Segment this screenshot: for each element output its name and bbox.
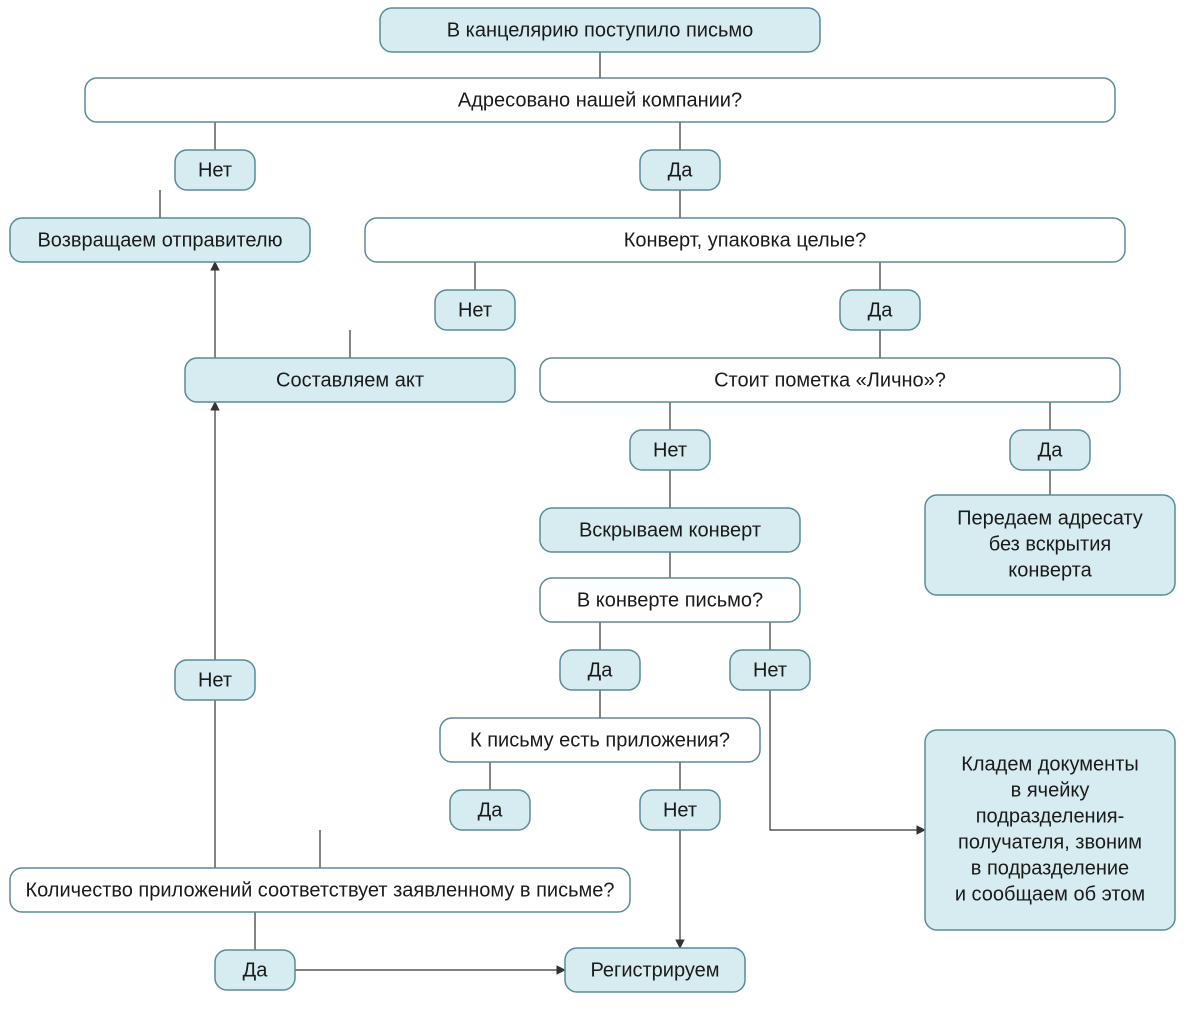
node-ans_yes3-label: Да xyxy=(1038,439,1064,461)
node-put_docs: Кладем документы в ячейку подразделения-по… xyxy=(925,730,1175,930)
node-make_act: Составляем акт xyxy=(185,358,515,402)
node-put_docs-line-2: подразделения- xyxy=(976,805,1125,827)
node-ans_no4: Нет xyxy=(730,650,810,690)
node-q_personal: Стоит пометка «Лично»? xyxy=(540,358,1120,402)
node-ans_no3-label: Нет xyxy=(653,439,687,461)
node-forward: Передаем адресату без вскрытия конверта xyxy=(925,495,1175,595)
node-start: В канцелярию поступило письмо xyxy=(380,8,820,52)
node-ans_yes5: Да xyxy=(450,790,530,830)
node-register: Регистрируем xyxy=(565,948,745,992)
node-forward-line-0: Передаем адресату xyxy=(957,507,1143,529)
node-q_count: Количество приложений соответствует заяв… xyxy=(10,868,630,912)
node-q_envelope: Конверт, упаковка целые? xyxy=(365,218,1125,262)
node-q_attach-label: К письму есть приложения? xyxy=(470,729,730,751)
node-ans_no3: Нет xyxy=(630,430,710,470)
node-forward-line-2: конверта xyxy=(1008,559,1092,581)
node-ans_yes2: Да xyxy=(840,290,920,330)
node-q_letter-label: В конверте письмо? xyxy=(577,589,763,611)
node-q_count-label: Количество приложений соответствует заяв… xyxy=(25,879,614,901)
node-ans_yes3: Да xyxy=(1010,430,1090,470)
node-put_docs-line-4: в подразделение xyxy=(971,857,1129,879)
node-start-label: В канцелярию поступило письмо xyxy=(447,19,754,41)
node-ans_yes1: Да xyxy=(640,150,720,190)
nodes-layer: В канцелярию поступило письмо Адресовано … xyxy=(10,8,1175,992)
node-q_envelope-label: Конверт, упаковка целые? xyxy=(624,229,867,251)
node-put_docs-line-3: получателя, звоним xyxy=(958,831,1142,853)
node-return-label: Возвращаем отправителю xyxy=(37,229,282,251)
node-put_docs-line-1: в ячейку xyxy=(1011,779,1090,801)
node-ans_no4-label: Нет xyxy=(753,659,787,681)
node-ans_yes4-label: Да xyxy=(588,659,614,681)
node-put_docs-line-5: и сообщаем об этом xyxy=(955,883,1145,905)
node-ans_no5: Нет xyxy=(640,790,720,830)
node-q_letter: В конверте письмо? xyxy=(540,578,800,622)
node-make_act-label: Составляем акт xyxy=(276,369,424,391)
node-ans_no1-label: Нет xyxy=(198,159,232,181)
node-ans_yes6-label: Да xyxy=(243,959,269,981)
node-ans_no2: Нет xyxy=(435,290,515,330)
node-forward-line-1: без вскрытия xyxy=(989,533,1111,555)
node-ans_yes2-label: Да xyxy=(868,299,894,321)
node-q_addressed-label: Адресовано нашей компании? xyxy=(458,89,742,111)
node-register-label: Регистрируем xyxy=(590,959,719,981)
node-ans_yes5-label: Да xyxy=(478,799,504,821)
node-return: Возвращаем отправителю xyxy=(10,218,310,262)
node-q_addressed: Адресовано нашей компании? xyxy=(85,78,1115,122)
node-ans_yes4: Да xyxy=(560,650,640,690)
edge-ans_no4-put_docs xyxy=(770,690,925,830)
node-open_env: Вскрываем конверт xyxy=(540,508,800,552)
node-ans_yes6: Да xyxy=(215,950,295,990)
node-open_env-label: Вскрываем конверт xyxy=(579,519,761,541)
node-put_docs-line-0: Кладем документы xyxy=(961,753,1139,775)
node-ans_no2-label: Нет xyxy=(458,299,492,321)
node-ans_no6-label: Нет xyxy=(198,669,232,691)
node-ans_no5-label: Нет xyxy=(663,799,697,821)
node-ans_yes1-label: Да xyxy=(668,159,694,181)
node-ans_no1: Нет xyxy=(175,150,255,190)
node-ans_no6: Нет xyxy=(175,660,255,700)
node-q_attach: К письму есть приложения? xyxy=(440,718,760,762)
node-q_personal-label: Стоит пометка «Лично»? xyxy=(714,369,946,391)
flowchart-canvas: В канцелярию поступило письмо Адресовано … xyxy=(0,0,1200,1031)
